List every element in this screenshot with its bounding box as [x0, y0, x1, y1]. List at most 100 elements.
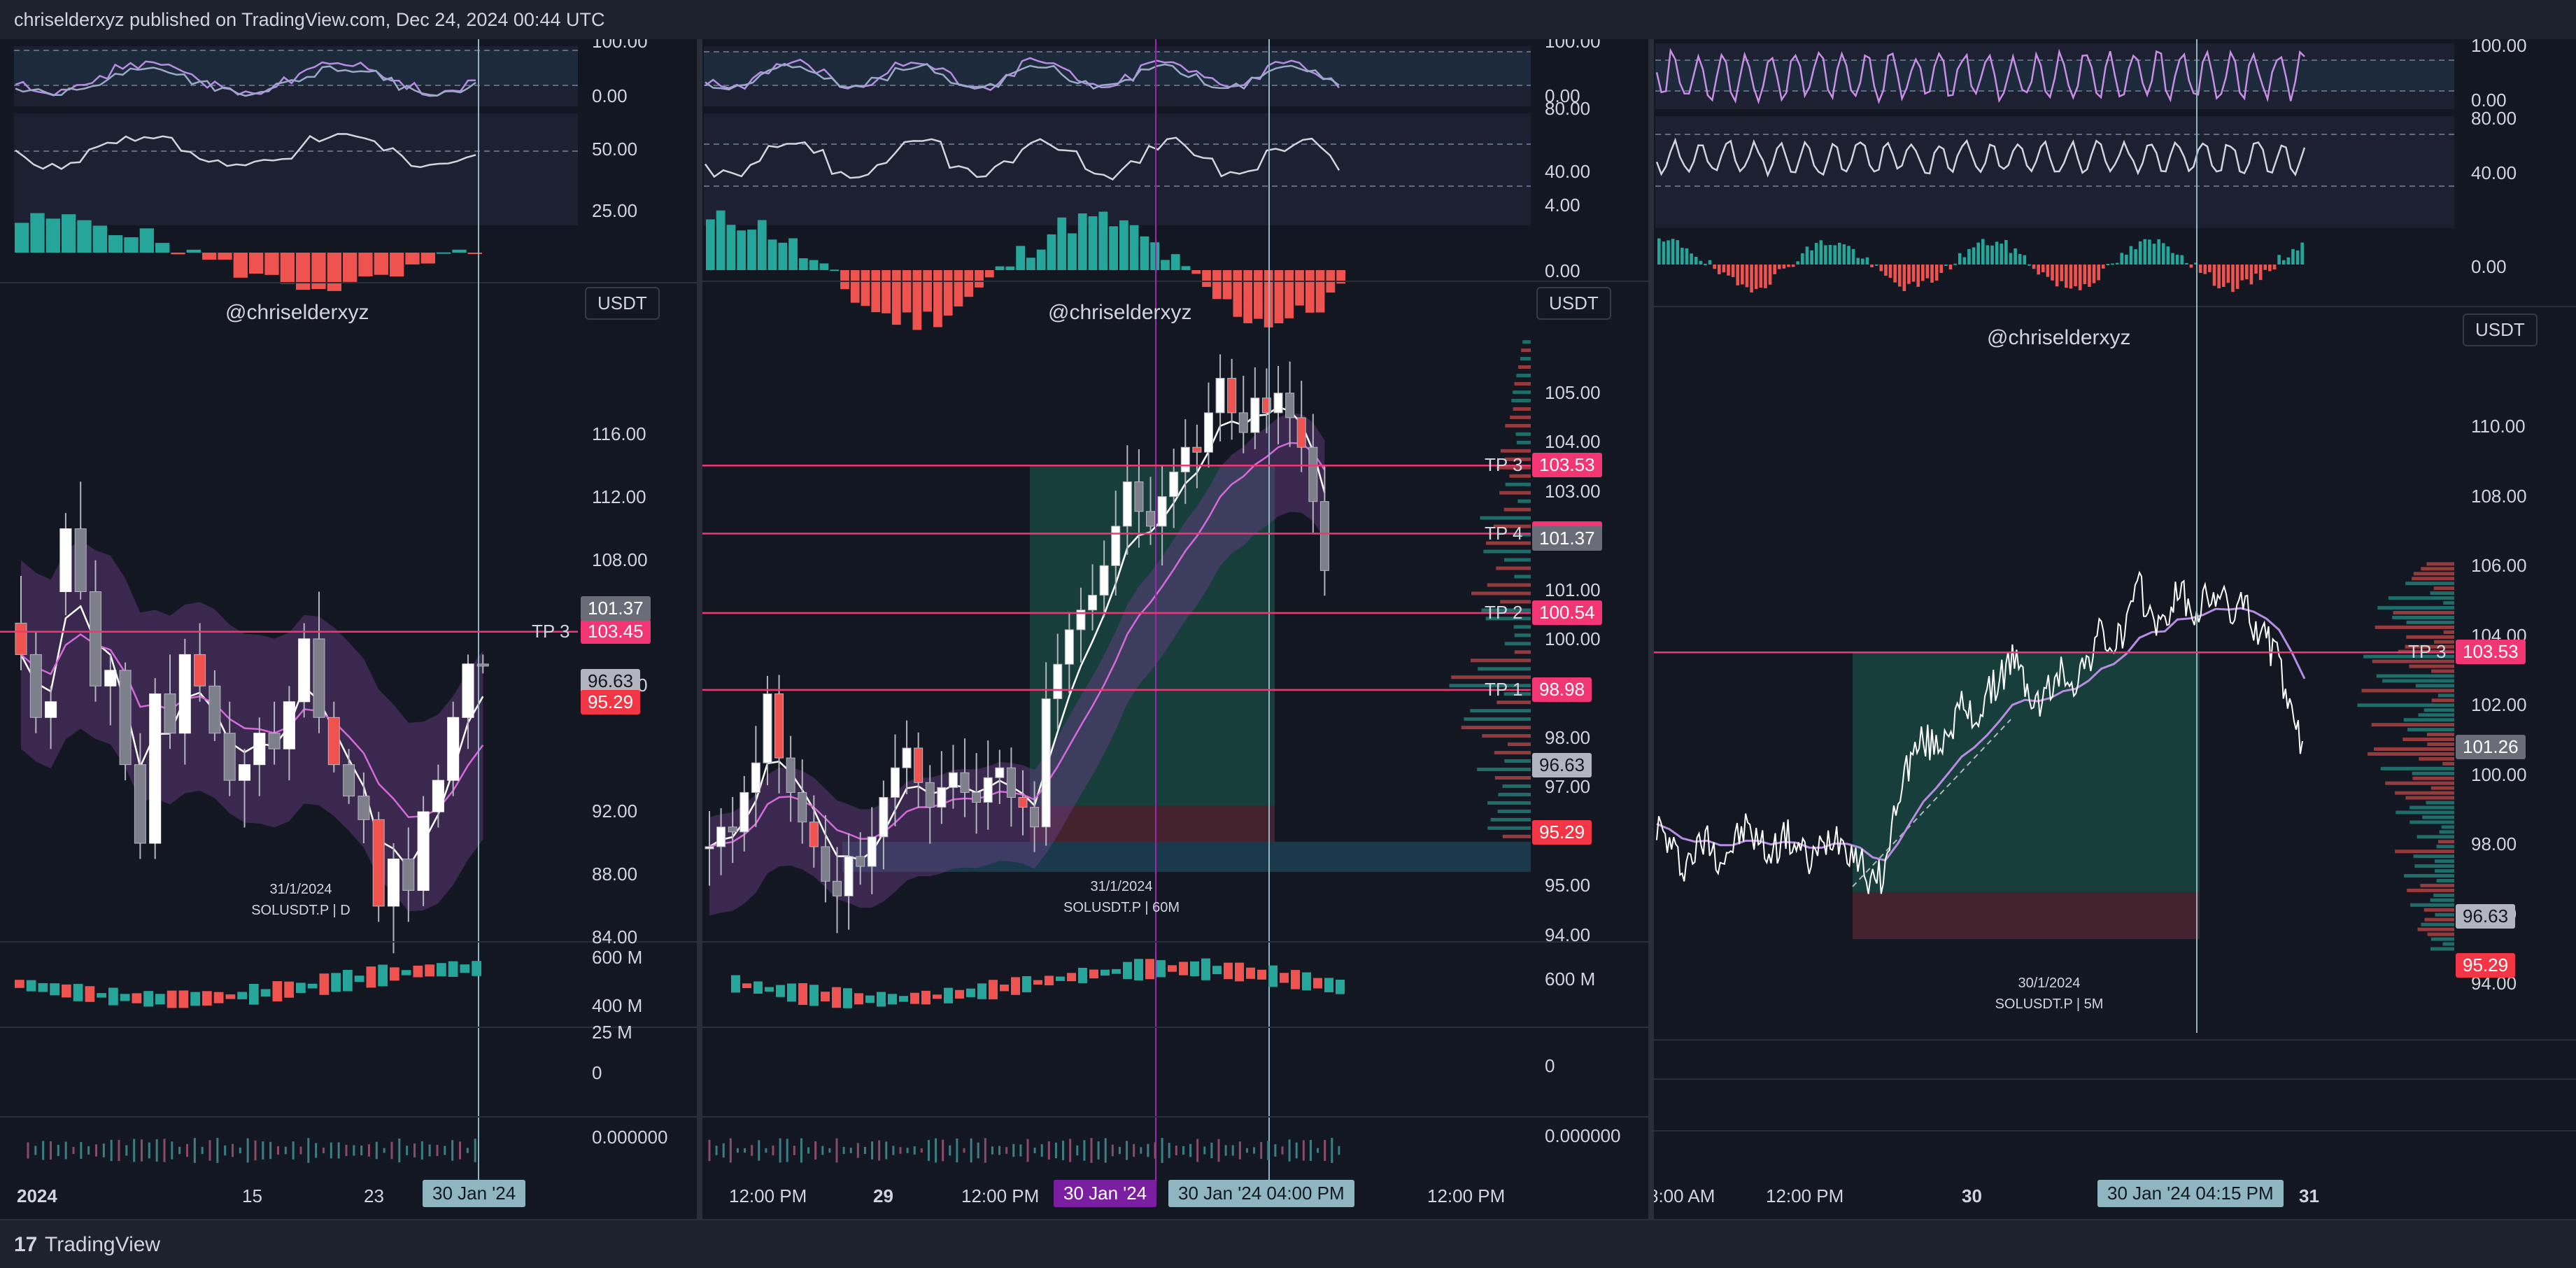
five-minute-chart-canvas[interactable] [1654, 39, 2576, 1219]
macd-histogram-bar [1191, 270, 1201, 274]
volume-bar [390, 967, 399, 981]
histogram-tick-0: 0.00 [1545, 260, 1580, 281]
volume-bar [366, 966, 376, 988]
macd-histogram-bar [2069, 265, 2073, 289]
macd-histogram-bar [1690, 253, 1693, 265]
macd-histogram-bar [2046, 265, 2050, 277]
price-tag: 96.63 [1532, 753, 1592, 777]
price-tag: 95.29 [2456, 953, 2516, 978]
macd-histogram-bar [2166, 246, 2170, 265]
volume-bar [933, 994, 942, 999]
price-axis-tick: 94.00 [1545, 924, 1591, 945]
volume-profile-bar [2423, 708, 2454, 712]
macd-histogram-bar [2060, 265, 2064, 281]
volume-profile-bar [2413, 572, 2454, 576]
volume-profile-bar [2418, 713, 2454, 717]
volume-profile-bar [2431, 669, 2454, 673]
macd-histogram-bar [2217, 265, 2221, 288]
macd-histogram-bar [1893, 265, 1897, 283]
macd-histogram-bar [2221, 265, 2225, 287]
macd-histogram-bar [1916, 265, 1920, 287]
volume-bar [1190, 961, 1199, 977]
currency-button[interactable]: USDT [2463, 314, 2538, 346]
x-tick-2024: 2024 [17, 1185, 57, 1206]
candle-body [1088, 595, 1098, 611]
five-minute-chart-panel[interactable]: @chriselderxyz USDT 30/1/2024 SOLUSDT.P … [1654, 39, 2576, 1219]
tradingview-logo-icon[interactable]: 17 [14, 1233, 38, 1256]
daily-chart-panel[interactable]: @chriselderxyz USDT 31/1/2024 SOLUSDT.P … [0, 39, 697, 1219]
price-tag: 95.29 [581, 690, 641, 714]
macd-histogram-bar [1680, 248, 1684, 265]
candle-body [844, 856, 854, 896]
volume-bar [1134, 959, 1143, 981]
macd-histogram-bar [809, 260, 819, 270]
volume-bar [1235, 962, 1244, 982]
macd-histogram-bar [2180, 255, 2184, 265]
macd-histogram-bar [1731, 265, 1735, 277]
tp-price-tag: 103.53 [1532, 453, 1602, 478]
macd-histogram-bar [171, 253, 185, 255]
volume-profile-bar [2410, 903, 2454, 907]
upper-tick-100: 100.00 [2471, 39, 2527, 56]
hourly-chart-canvas[interactable] [702, 39, 1648, 1219]
candle-body [798, 791, 807, 823]
macd-histogram-bar [2152, 244, 2156, 265]
volume-bar [213, 992, 224, 1003]
currency-button[interactable]: USDT [585, 287, 660, 320]
candle-body [1192, 446, 1202, 453]
volume-bar [1078, 968, 1087, 983]
panel-divider[interactable] [697, 39, 702, 1219]
volume-bar [1246, 967, 1255, 979]
tp-price-tag: 103.45 [581, 619, 651, 644]
volume-profile-bar [1500, 600, 1531, 604]
volume-bar [753, 981, 763, 994]
macd-histogram-bar [830, 269, 840, 272]
volume-profile-bar [2438, 840, 2454, 844]
macd-histogram-bar [62, 214, 76, 253]
tradingview-brand[interactable]: TradingView [45, 1233, 161, 1256]
histogram-tick-0: 0.00 [2471, 256, 2507, 277]
volume-profile-bar [2430, 786, 2454, 790]
macd-histogram-bar [1088, 216, 1098, 270]
volume-bar [1045, 975, 1054, 986]
volume-profile-bar [1522, 340, 1531, 344]
macd-histogram-bar [2083, 265, 2087, 285]
currency-button[interactable]: USDT [1536, 287, 1611, 320]
panel-divider[interactable] [1648, 39, 1654, 1219]
volume-bar [50, 983, 59, 996]
volume-bar [272, 981, 283, 1002]
macd-histogram-bar [437, 252, 451, 254]
x-tick-12pm-c: 12:00 PM [1427, 1185, 1506, 1206]
macd-histogram-bar [2120, 253, 2124, 265]
price-axis-tick: 100.00 [2471, 763, 2527, 785]
volume-profile-bar [2392, 615, 2454, 619]
tp-label: TP 1 [1485, 678, 1523, 700]
macd-histogram-bar [1026, 258, 1035, 270]
macd-histogram-bar [233, 253, 248, 278]
volume-profile-bar [2430, 937, 2454, 941]
candle-body [1169, 471, 1179, 498]
volume-profile-bar [2436, 878, 2454, 882]
volume-bar [237, 992, 247, 999]
macd-histogram-bar [390, 253, 404, 277]
volume-profile-bar [1521, 348, 1531, 353]
volume-bar [97, 993, 106, 998]
macd-histogram-bar [1745, 265, 1749, 288]
candle-body [1296, 417, 1306, 448]
candle-body [1203, 412, 1213, 453]
volume-bar [776, 985, 785, 997]
volume-profile-bar [2436, 845, 2454, 849]
volume-profile-bar [1516, 374, 1531, 378]
daily-chart-canvas[interactable] [0, 39, 697, 1219]
watermark: @chriselderxyz [1987, 326, 2131, 349]
volume-bar [821, 992, 830, 1001]
macd-histogram-bar [923, 270, 933, 312]
volume-profile-bar [1487, 826, 1531, 830]
tp-label: TP 4 [1485, 522, 1523, 544]
hourly-chart-panel[interactable]: @chriselderxyz USDT 31/1/2024 SOLUSDT.P … [702, 39, 1648, 1219]
volume-profile-bar [2416, 835, 2454, 839]
bottom-tick-0: 0 [592, 1062, 602, 1083]
x-tick-30: 30 [1962, 1185, 1982, 1206]
macd-histogram-bar [1662, 241, 1666, 265]
candle-body [716, 826, 726, 847]
